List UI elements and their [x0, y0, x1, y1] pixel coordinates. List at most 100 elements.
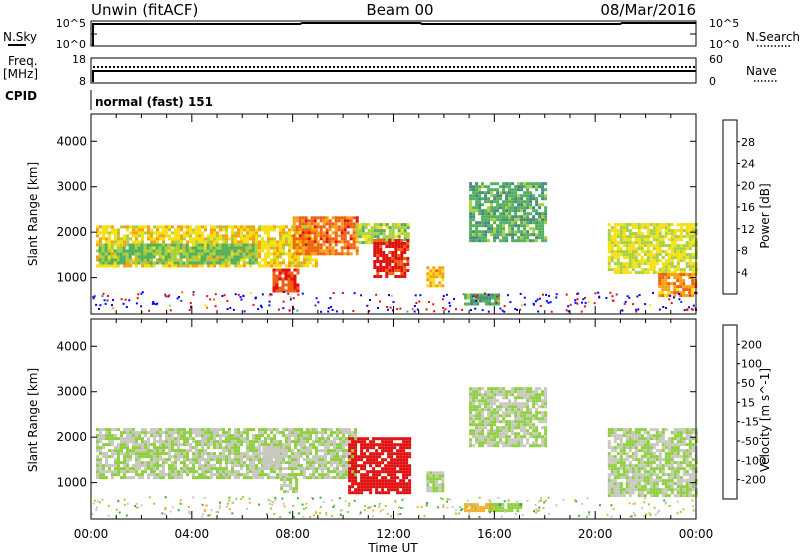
- heat-cell: [309, 434, 312, 438]
- heat-cell: [541, 212, 545, 216]
- heat-cell: [345, 461, 348, 465]
- heat-cell: [246, 440, 249, 444]
- heat-cell: [231, 464, 234, 468]
- heat-cell: [228, 473, 231, 477]
- heat-cell: [345, 443, 348, 447]
- heat-speckle: [496, 295, 499, 298]
- heat-cell: [475, 405, 479, 409]
- nave-tick-top: 60: [709, 53, 723, 66]
- heat-cell: [252, 458, 255, 462]
- heat-cell: [502, 435, 506, 439]
- heat-cell: [210, 228, 213, 232]
- heat-cell: [357, 455, 361, 459]
- heat-cell: [189, 470, 192, 474]
- heat-speckle: [461, 308, 464, 311]
- heat-cell: [141, 261, 144, 265]
- heat-speckle: [214, 305, 217, 308]
- heat-cell: [526, 233, 530, 237]
- heat-cell: [117, 455, 120, 459]
- heat-cell: [352, 243, 356, 247]
- heat-cell: [135, 446, 138, 450]
- heat-cell: [239, 246, 243, 250]
- heat-cell: [333, 431, 336, 435]
- heat-cell: [295, 249, 299, 253]
- heat-cell: [508, 215, 512, 219]
- heat-cell: [171, 428, 174, 432]
- heat-cell: [502, 414, 506, 418]
- heat-cell: [393, 473, 397, 477]
- heat-speckle: [232, 308, 235, 311]
- heat-cell: [294, 467, 297, 471]
- heat-cell: [496, 429, 500, 433]
- heat-cell: [210, 467, 213, 471]
- heat-cell: [388, 260, 392, 263]
- heat-cell: [385, 245, 389, 248]
- heat-cell: [201, 476, 204, 480]
- heat-cell: [301, 231, 305, 235]
- heat-cell: [360, 443, 364, 447]
- heat-cell: [382, 269, 386, 272]
- heat-cell: [348, 476, 352, 480]
- heat-speckle: [292, 297, 295, 300]
- heat-cell: [267, 473, 270, 477]
- heat-cell: [667, 247, 671, 251]
- heat-cell: [156, 449, 159, 453]
- heat-cell: [258, 461, 261, 465]
- heat-cell: [120, 446, 123, 450]
- heat-cell: [342, 458, 345, 462]
- heat-cell: [336, 464, 339, 468]
- heat-cell: [147, 261, 150, 265]
- heat-cell: [481, 396, 485, 400]
- heat-speckle: [609, 291, 612, 294]
- heat-cell: [207, 458, 210, 462]
- heat-cell: [135, 264, 138, 268]
- heat-cell: [331, 240, 335, 244]
- heat-cell: [291, 476, 294, 480]
- heat-cell: [273, 249, 276, 253]
- heat-cell: [349, 225, 353, 229]
- heat-cell: [270, 428, 273, 432]
- heat-cell: [351, 431, 354, 435]
- heat-cell: [159, 476, 162, 480]
- heat-cell: [358, 241, 362, 245]
- heat-speckle: [234, 293, 237, 296]
- heat-cell: [370, 226, 374, 230]
- heat-cell: [426, 278, 430, 282]
- heat-cell: [484, 405, 488, 409]
- heat-cell: [313, 222, 317, 226]
- heat-cell: [126, 464, 129, 468]
- heat-cell: [382, 254, 386, 257]
- heat-cell: [625, 241, 629, 245]
- heat-cell: [340, 222, 344, 226]
- heat-cell: [520, 203, 524, 207]
- heat-cell: [150, 470, 153, 474]
- heat-cell: [535, 224, 539, 228]
- heat-speckle: [164, 295, 167, 298]
- heat-cell: [426, 483, 430, 487]
- heat-cell: [225, 231, 228, 235]
- heat-cell: [319, 246, 323, 250]
- heat-speckle: [415, 302, 418, 304]
- heat-cell: [144, 231, 147, 235]
- heat-cell: [234, 449, 237, 453]
- heat-cell: [375, 485, 379, 489]
- heat-cell: [286, 478, 290, 482]
- heat-cell: [219, 434, 222, 438]
- heat-cell: [328, 225, 332, 229]
- heat-cell: [336, 431, 339, 435]
- heat-cell: [316, 231, 320, 235]
- heat-cell: [679, 279, 683, 283]
- heat-speckle: [637, 308, 640, 311]
- heat-speckle: [269, 293, 272, 296]
- heat-cell: [505, 200, 509, 204]
- heat-cell: [508, 429, 512, 433]
- heat-cell: [610, 250, 614, 254]
- heat-cell: [367, 238, 371, 242]
- heat-cell: [508, 408, 512, 412]
- heat-cell: [688, 253, 692, 257]
- heat-cell: [325, 237, 329, 241]
- heat-speckle: [226, 308, 229, 310]
- heat-cell: [267, 443, 270, 447]
- heat-cell: [231, 234, 234, 238]
- heat-cell: [535, 197, 539, 201]
